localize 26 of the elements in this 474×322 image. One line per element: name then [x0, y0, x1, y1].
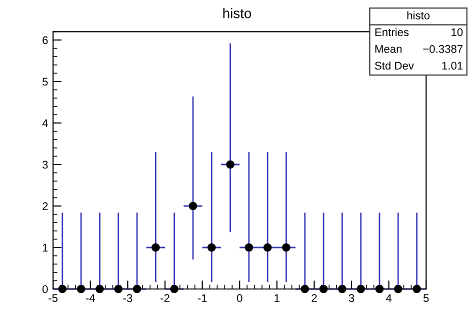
annotation: −0.3387 — [423, 45, 463, 53]
x-tick-label: 3 — [348, 294, 354, 302]
x-tick-label: 5 — [423, 294, 429, 302]
text: histo — [407, 11, 430, 20]
x-tick-label: 4 — [386, 294, 392, 302]
x-tick-label: -3 — [123, 294, 132, 302]
x-tick-label: -5 — [48, 294, 58, 302]
x-tick-label: -1 — [198, 294, 207, 302]
y-tick-label: 0 — [42, 285, 48, 294]
y-tick-label: 6 — [42, 36, 48, 44]
y-tick-label: 3 — [42, 160, 48, 169]
y-tick-label: 1 — [42, 244, 48, 252]
text: 1.01 — [442, 62, 463, 70]
x-tick-label: 1 — [274, 294, 280, 302]
text: 10 — [452, 28, 463, 36]
chart-title: histo — [223, 8, 252, 18]
annotation: Std Dev — [374, 61, 414, 70]
x-tick-label: 0 — [236, 294, 242, 302]
y-tick-label: 5 — [42, 78, 48, 86]
y-tick-label: 4 — [42, 119, 48, 128]
annotation: Mean — [375, 45, 402, 53]
annotation: Entries — [375, 28, 409, 36]
x-tick-label: -4 — [86, 294, 96, 302]
x-tick-label: -2 — [160, 294, 170, 302]
y-tick-label: 2 — [42, 202, 48, 210]
x-tick-label: 2 — [312, 294, 317, 302]
